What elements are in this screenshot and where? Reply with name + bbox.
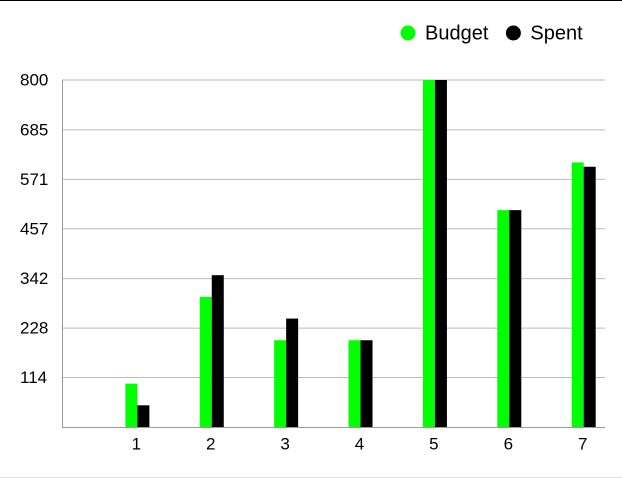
bar — [199, 296, 212, 427]
y-tick-label: 228 — [20, 319, 48, 338]
y-tick-label: 800 — [20, 70, 48, 89]
x-tick-label: 5 — [429, 434, 438, 453]
x-tick-label: 6 — [504, 434, 513, 453]
x-tick-label: 7 — [578, 434, 587, 453]
bar — [125, 383, 138, 427]
y-tick-label: 342 — [20, 269, 48, 288]
legend: Budget Spent — [400, 22, 583, 44]
legend-label: Spent — [530, 22, 583, 44]
bar — [497, 210, 510, 427]
bar — [348, 340, 361, 427]
legend-marker — [505, 25, 521, 41]
bar — [360, 340, 373, 427]
x-tick-label: 3 — [280, 434, 289, 453]
bar — [286, 318, 299, 427]
y-tick-label: 685 — [20, 120, 48, 139]
x-tick-label: 1 — [132, 434, 141, 453]
legend-label: Budget — [425, 22, 489, 44]
legend-marker — [400, 25, 416, 41]
y-tick-label: 571 — [20, 170, 48, 189]
y-tick-label: 457 — [20, 219, 48, 238]
x-tick-label: 4 — [355, 434, 364, 453]
bar — [274, 340, 287, 427]
x-tick-label: 2 — [206, 434, 215, 453]
bar — [422, 80, 435, 427]
bar — [211, 275, 224, 427]
y-tick-label: 114 — [20, 368, 47, 387]
bar — [509, 210, 522, 427]
bar — [583, 166, 596, 427]
bar — [434, 80, 447, 427]
bar — [571, 162, 584, 427]
bar — [137, 405, 150, 427]
